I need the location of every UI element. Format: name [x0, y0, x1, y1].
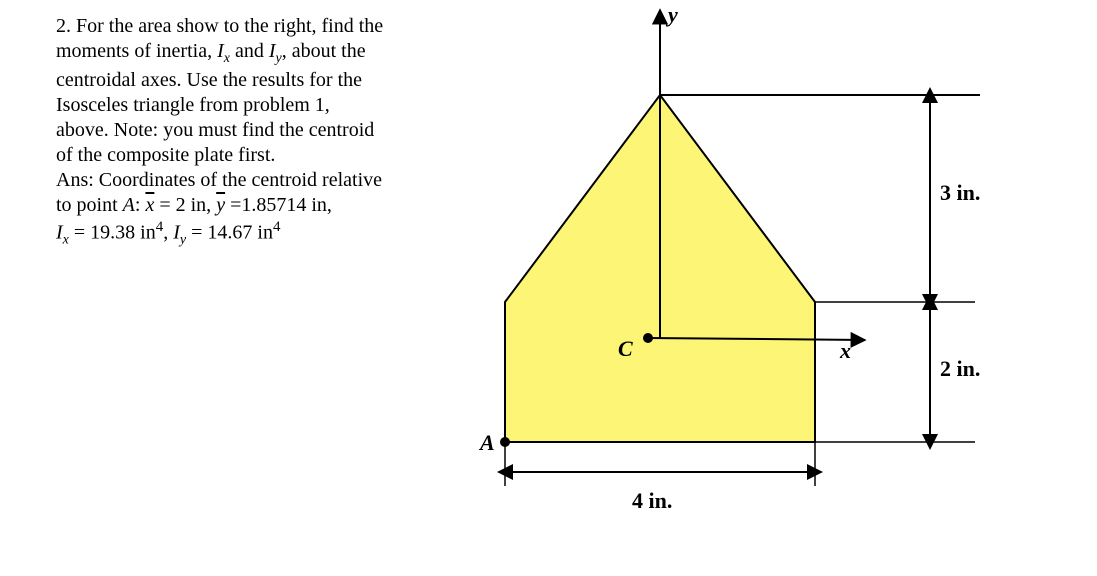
dim-3in-label: 3 in.	[940, 180, 980, 206]
line9c: = 14.67 in	[186, 221, 273, 243]
eq2: =1.85714 in,	[225, 194, 332, 216]
diagram-svg	[470, 0, 1090, 570]
iy2-i: I	[173, 221, 180, 243]
line1: 2. For the area show to the right, find …	[56, 15, 383, 37]
ybar: y	[216, 194, 225, 216]
and: and	[230, 40, 269, 62]
sup4b: 4	[273, 219, 281, 235]
point-a: A	[123, 194, 135, 216]
dim-4in-label: 4 in.	[632, 488, 672, 514]
line8b: :	[135, 194, 146, 216]
point-a-label: A	[480, 430, 495, 456]
line9b: ,	[163, 221, 173, 243]
xbar: x	[145, 194, 154, 216]
line5: above. Note: you must find the centroid	[56, 119, 374, 141]
iy-i: I	[269, 40, 276, 62]
centroid-label: C	[618, 336, 633, 362]
ix2-i: I	[56, 221, 63, 243]
eq1: = 2 in,	[154, 194, 216, 216]
line2b: , about the	[282, 40, 366, 62]
problem-statement: 2. For the area show to the right, find …	[56, 14, 466, 249]
line8a: to point	[56, 194, 123, 216]
dim-2in-label: 2 in.	[940, 356, 980, 382]
line7: Ans: Coordinates of the centroid relativ…	[56, 169, 382, 191]
line3: centroidal axes. Use the results for the	[56, 69, 362, 91]
figure: y x C A 3 in. 2 in. 4 in.	[470, 0, 1090, 570]
line2a: moments of inertia,	[56, 40, 217, 62]
line6: of the composite plate first.	[56, 144, 275, 166]
ix-i: I	[217, 40, 224, 62]
x-axis-label: x	[840, 338, 851, 364]
line9a: = 19.38 in	[69, 221, 156, 243]
y-axis-label: y	[668, 2, 678, 28]
line4: Isosceles triangle from problem 1,	[56, 94, 330, 116]
